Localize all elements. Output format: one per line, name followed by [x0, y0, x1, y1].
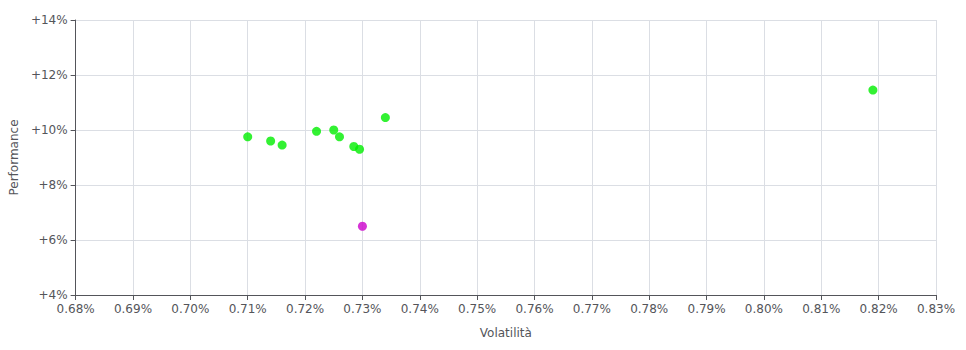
svg-text:0.71%: 0.71% — [229, 302, 267, 316]
svg-text:+4%: +4% — [39, 288, 68, 302]
svg-text:0.83%: 0.83% — [917, 302, 955, 316]
svg-text:0.80%: 0.80% — [745, 302, 783, 316]
svg-text:0.72%: 0.72% — [286, 302, 324, 316]
svg-text:Volatilità: Volatilità — [480, 326, 532, 340]
svg-text:+6%: +6% — [39, 233, 68, 247]
svg-text:+10%: +10% — [31, 123, 68, 137]
svg-text:0.79%: 0.79% — [688, 302, 726, 316]
svg-text:0.77%: 0.77% — [573, 302, 611, 316]
svg-text:0.81%: 0.81% — [802, 302, 840, 316]
svg-text:+12%: +12% — [31, 68, 68, 82]
svg-text:Performance: Performance — [7, 119, 21, 195]
svg-text:0.69%: 0.69% — [114, 302, 152, 316]
svg-text:0.68%: 0.68% — [57, 302, 95, 316]
svg-text:0.74%: 0.74% — [401, 302, 439, 316]
svg-text:0.73%: 0.73% — [343, 302, 381, 316]
svg-text:0.82%: 0.82% — [860, 302, 898, 316]
svg-text:0.75%: 0.75% — [458, 302, 496, 316]
svg-text:+14%: +14% — [31, 13, 68, 27]
svg-text:0.78%: 0.78% — [630, 302, 668, 316]
svg-text:0.76%: 0.76% — [515, 302, 553, 316]
svg-text:0.70%: 0.70% — [171, 302, 209, 316]
svg-text:+8%: +8% — [39, 178, 68, 192]
